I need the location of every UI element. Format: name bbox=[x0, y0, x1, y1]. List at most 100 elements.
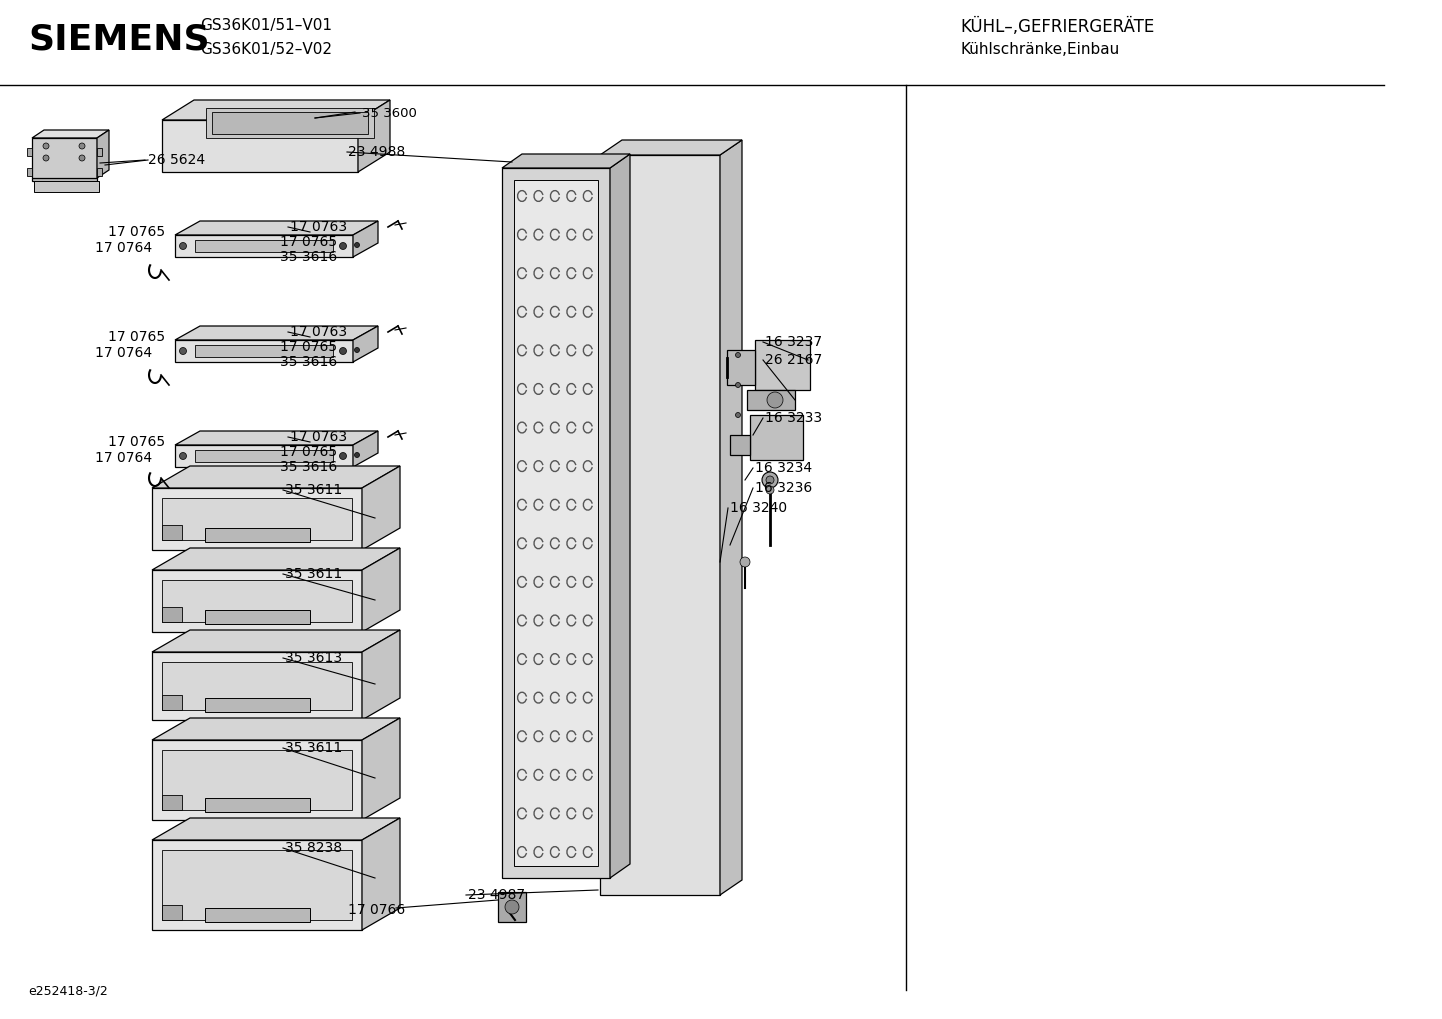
Polygon shape bbox=[162, 498, 352, 540]
Polygon shape bbox=[32, 178, 97, 181]
Polygon shape bbox=[610, 154, 630, 878]
Polygon shape bbox=[513, 180, 598, 866]
Polygon shape bbox=[205, 908, 310, 922]
Text: 26 5624: 26 5624 bbox=[149, 153, 205, 167]
Text: 35 3611: 35 3611 bbox=[286, 741, 342, 755]
Text: 16 3240: 16 3240 bbox=[730, 501, 787, 515]
Text: 35 3616: 35 3616 bbox=[280, 355, 337, 369]
Text: GS36K01/52–V02: GS36K01/52–V02 bbox=[200, 42, 332, 57]
Circle shape bbox=[339, 243, 346, 250]
Polygon shape bbox=[600, 155, 720, 895]
Polygon shape bbox=[720, 140, 743, 895]
Polygon shape bbox=[497, 892, 526, 922]
Polygon shape bbox=[162, 662, 352, 710]
Text: 35 3616: 35 3616 bbox=[280, 460, 337, 474]
Polygon shape bbox=[195, 345, 333, 357]
Text: 17 0763: 17 0763 bbox=[290, 220, 348, 234]
Polygon shape bbox=[162, 580, 352, 622]
Polygon shape bbox=[97, 168, 102, 176]
Polygon shape bbox=[97, 148, 102, 156]
Text: SIEMENS: SIEMENS bbox=[27, 22, 209, 56]
Text: 17 0764: 17 0764 bbox=[95, 242, 151, 255]
Text: 17 0766: 17 0766 bbox=[348, 903, 405, 917]
Circle shape bbox=[766, 486, 774, 494]
Text: 23 4988: 23 4988 bbox=[348, 145, 405, 159]
Polygon shape bbox=[32, 130, 110, 138]
Text: 35 3611: 35 3611 bbox=[286, 483, 342, 497]
Polygon shape bbox=[174, 235, 353, 257]
Text: 17 0763: 17 0763 bbox=[290, 430, 348, 444]
Circle shape bbox=[735, 353, 741, 358]
Circle shape bbox=[179, 452, 186, 460]
Text: 17 0764: 17 0764 bbox=[95, 346, 151, 360]
Polygon shape bbox=[151, 652, 362, 720]
Circle shape bbox=[79, 143, 85, 149]
Polygon shape bbox=[27, 148, 32, 156]
Circle shape bbox=[505, 900, 519, 914]
Circle shape bbox=[735, 413, 741, 418]
Polygon shape bbox=[174, 445, 353, 467]
Polygon shape bbox=[174, 340, 353, 362]
Polygon shape bbox=[362, 466, 399, 550]
Polygon shape bbox=[151, 840, 362, 930]
Text: 16 3234: 16 3234 bbox=[756, 461, 812, 475]
Polygon shape bbox=[195, 240, 333, 252]
Polygon shape bbox=[162, 525, 182, 540]
Polygon shape bbox=[205, 528, 310, 542]
Circle shape bbox=[355, 243, 359, 248]
Text: 35 8238: 35 8238 bbox=[286, 841, 342, 855]
Polygon shape bbox=[195, 450, 333, 462]
Polygon shape bbox=[730, 435, 750, 455]
Text: 17 0764: 17 0764 bbox=[95, 451, 151, 465]
Polygon shape bbox=[27, 168, 32, 176]
Circle shape bbox=[355, 347, 359, 353]
Polygon shape bbox=[174, 431, 378, 445]
Polygon shape bbox=[502, 154, 630, 168]
Circle shape bbox=[79, 155, 85, 161]
Text: GS36K01/51–V01: GS36K01/51–V01 bbox=[200, 18, 332, 33]
Text: 17 0765: 17 0765 bbox=[280, 340, 337, 354]
Text: 35 3613: 35 3613 bbox=[286, 651, 342, 665]
Polygon shape bbox=[502, 168, 610, 878]
Polygon shape bbox=[750, 415, 803, 460]
Text: 17 0765: 17 0765 bbox=[280, 235, 337, 249]
Polygon shape bbox=[162, 850, 352, 920]
Text: 35 3600: 35 3600 bbox=[362, 107, 417, 119]
Text: 17 0763: 17 0763 bbox=[290, 325, 348, 339]
Text: KÜHL–,GEFRIERGERÄTE: KÜHL–,GEFRIERGERÄTE bbox=[960, 18, 1154, 36]
Polygon shape bbox=[162, 607, 182, 622]
Polygon shape bbox=[353, 326, 378, 362]
Polygon shape bbox=[727, 350, 756, 385]
Circle shape bbox=[339, 452, 346, 460]
Polygon shape bbox=[162, 120, 358, 172]
Circle shape bbox=[179, 347, 186, 355]
Polygon shape bbox=[353, 431, 378, 467]
Text: Kühlschränke,Einbau: Kühlschränke,Einbau bbox=[960, 42, 1119, 57]
Polygon shape bbox=[97, 130, 110, 178]
Circle shape bbox=[339, 347, 346, 355]
Circle shape bbox=[735, 382, 741, 387]
Polygon shape bbox=[353, 221, 378, 257]
Text: 16 3236: 16 3236 bbox=[756, 481, 812, 495]
Circle shape bbox=[767, 392, 783, 408]
Polygon shape bbox=[35, 181, 99, 192]
Polygon shape bbox=[600, 140, 743, 155]
Polygon shape bbox=[162, 795, 182, 810]
Polygon shape bbox=[174, 326, 378, 340]
Circle shape bbox=[761, 472, 779, 488]
Polygon shape bbox=[151, 488, 362, 550]
Polygon shape bbox=[151, 548, 399, 570]
Polygon shape bbox=[151, 570, 362, 632]
Circle shape bbox=[355, 452, 359, 458]
Polygon shape bbox=[174, 221, 378, 235]
Circle shape bbox=[740, 557, 750, 567]
Polygon shape bbox=[205, 798, 310, 812]
Text: 16 3237: 16 3237 bbox=[766, 335, 822, 348]
Polygon shape bbox=[205, 610, 310, 624]
Circle shape bbox=[43, 155, 49, 161]
Polygon shape bbox=[206, 108, 373, 138]
Text: e252418-3/2: e252418-3/2 bbox=[27, 985, 108, 998]
Text: 17 0765: 17 0765 bbox=[108, 225, 166, 239]
Polygon shape bbox=[358, 100, 389, 172]
Polygon shape bbox=[362, 718, 399, 820]
